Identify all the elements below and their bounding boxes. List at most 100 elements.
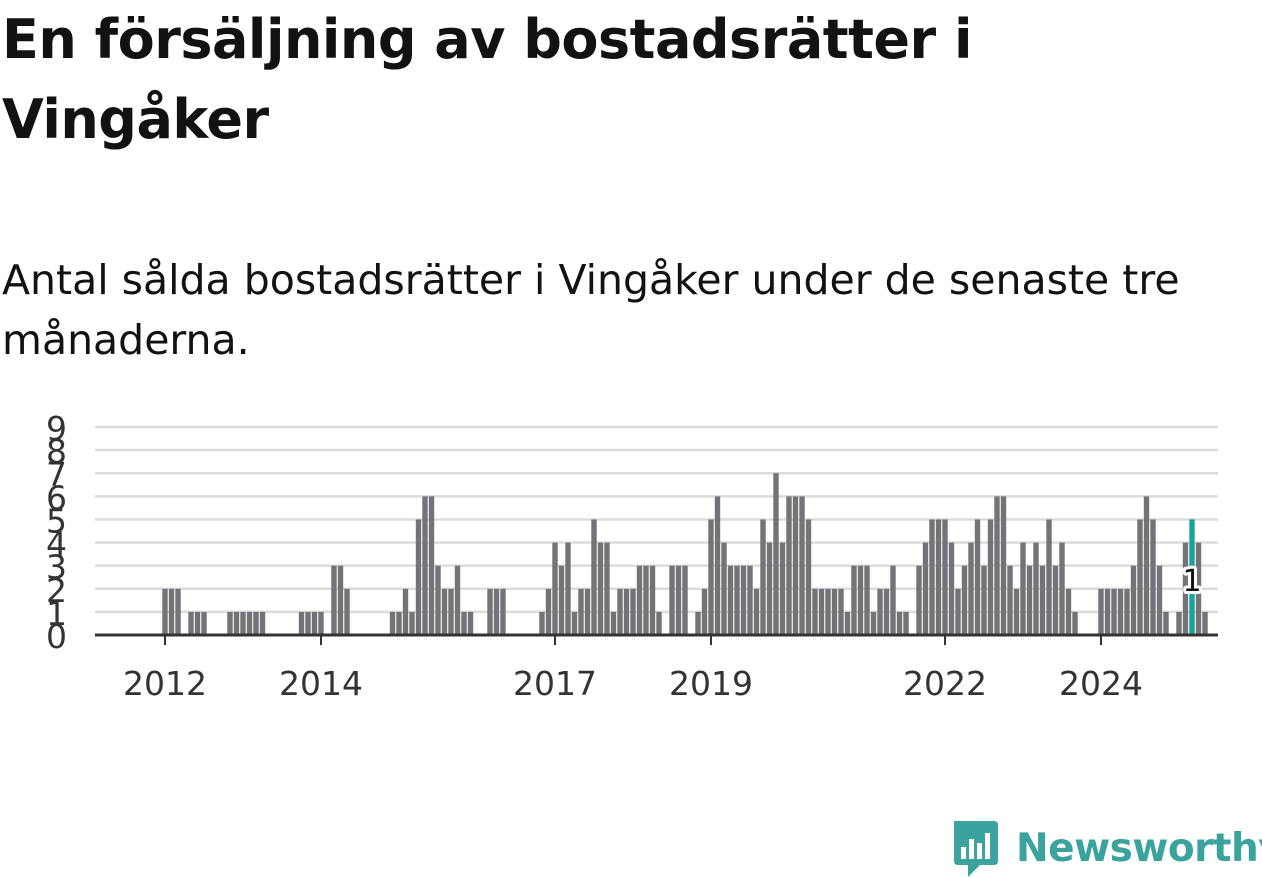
bar xyxy=(1156,565,1163,635)
bar xyxy=(597,542,604,635)
bar xyxy=(246,611,253,635)
bar xyxy=(1026,565,1033,635)
bar xyxy=(454,565,461,635)
bar xyxy=(162,588,168,635)
annotations: 1 xyxy=(1179,561,1204,602)
bar xyxy=(955,588,961,635)
bar xyxy=(708,519,714,635)
bar xyxy=(194,611,201,635)
bar xyxy=(1202,611,1208,635)
bar xyxy=(714,496,721,635)
bar xyxy=(870,611,877,635)
bar xyxy=(253,611,259,635)
bar xyxy=(773,473,779,635)
bar xyxy=(721,542,727,635)
bar xyxy=(578,588,584,635)
bar xyxy=(701,588,708,635)
bar xyxy=(591,519,597,635)
chart-subtitle: Antal sålda bostadsrätter i Vingåker und… xyxy=(2,256,1180,364)
bar xyxy=(643,565,649,635)
y-tick-label: 4 xyxy=(46,525,67,564)
bar xyxy=(747,565,753,635)
bar xyxy=(604,542,610,635)
x-tick-label: 2012 xyxy=(123,664,207,703)
bar xyxy=(305,611,311,635)
bars xyxy=(162,473,1208,635)
bar xyxy=(805,519,812,635)
bar xyxy=(188,611,194,635)
bar xyxy=(201,611,207,635)
x-tick-label: 2022 xyxy=(903,664,987,703)
bar xyxy=(1182,542,1189,635)
brand: Newsworthy xyxy=(950,818,1262,878)
y-tick-label: 9 xyxy=(46,409,67,448)
bar xyxy=(727,565,734,635)
bar xyxy=(838,588,844,635)
bar xyxy=(1195,542,1202,635)
bar xyxy=(1033,542,1039,635)
bar xyxy=(168,588,175,635)
x-axis-ticks: 2012 2014 2017 2019 2022 2024 xyxy=(123,635,1143,703)
x-tick-label: 2017 xyxy=(513,664,597,703)
bar xyxy=(961,565,968,635)
bar xyxy=(175,588,181,635)
bar xyxy=(552,542,558,635)
bar xyxy=(435,565,441,635)
y-tick-label: 7 xyxy=(46,455,67,494)
bar xyxy=(571,611,578,635)
bar xyxy=(799,496,805,635)
bar xyxy=(675,565,682,635)
x-tick-label: 2019 xyxy=(669,664,753,703)
bar xyxy=(1020,542,1026,635)
bar xyxy=(1130,565,1137,635)
chart-title: En försäljning av bostadsrätter i Vingåk… xyxy=(2,8,972,151)
bar xyxy=(948,542,955,635)
bar xyxy=(753,588,760,635)
bar xyxy=(929,519,935,635)
x-tick-label: 2024 xyxy=(1059,664,1143,703)
bar xyxy=(617,588,623,635)
bar xyxy=(584,588,591,635)
bar xyxy=(227,611,233,635)
bar xyxy=(656,611,662,635)
bar xyxy=(1007,565,1013,635)
bar xyxy=(1098,588,1104,635)
bar xyxy=(331,565,337,635)
bar xyxy=(883,588,890,635)
bar xyxy=(981,565,987,635)
bar xyxy=(396,611,402,635)
bar xyxy=(1124,588,1130,635)
bar xyxy=(1039,565,1046,635)
bar xyxy=(818,588,825,635)
bar xyxy=(1150,519,1156,635)
bar xyxy=(1137,519,1143,635)
bar xyxy=(298,611,305,635)
bar xyxy=(1013,588,1020,635)
y-tick-label: 1 xyxy=(46,594,67,633)
bar xyxy=(994,496,1000,635)
bar xyxy=(428,496,435,635)
bar xyxy=(812,588,818,635)
bar xyxy=(493,588,500,635)
bar xyxy=(987,519,994,635)
bar xyxy=(409,611,415,635)
bar xyxy=(857,565,864,635)
bar xyxy=(1046,519,1052,635)
bar xyxy=(422,496,428,635)
bar xyxy=(851,565,857,635)
bar xyxy=(766,542,773,635)
bar xyxy=(461,611,467,635)
bar xyxy=(864,565,870,635)
y-tick-label: 8 xyxy=(46,432,67,471)
bar xyxy=(1072,611,1078,635)
bar xyxy=(558,565,565,635)
bar xyxy=(415,519,422,635)
bar xyxy=(1104,588,1111,635)
bar xyxy=(844,611,851,635)
bar xyxy=(539,611,545,635)
bar xyxy=(968,542,974,635)
bar xyxy=(545,588,552,635)
y-tick-label: 6 xyxy=(46,478,67,517)
